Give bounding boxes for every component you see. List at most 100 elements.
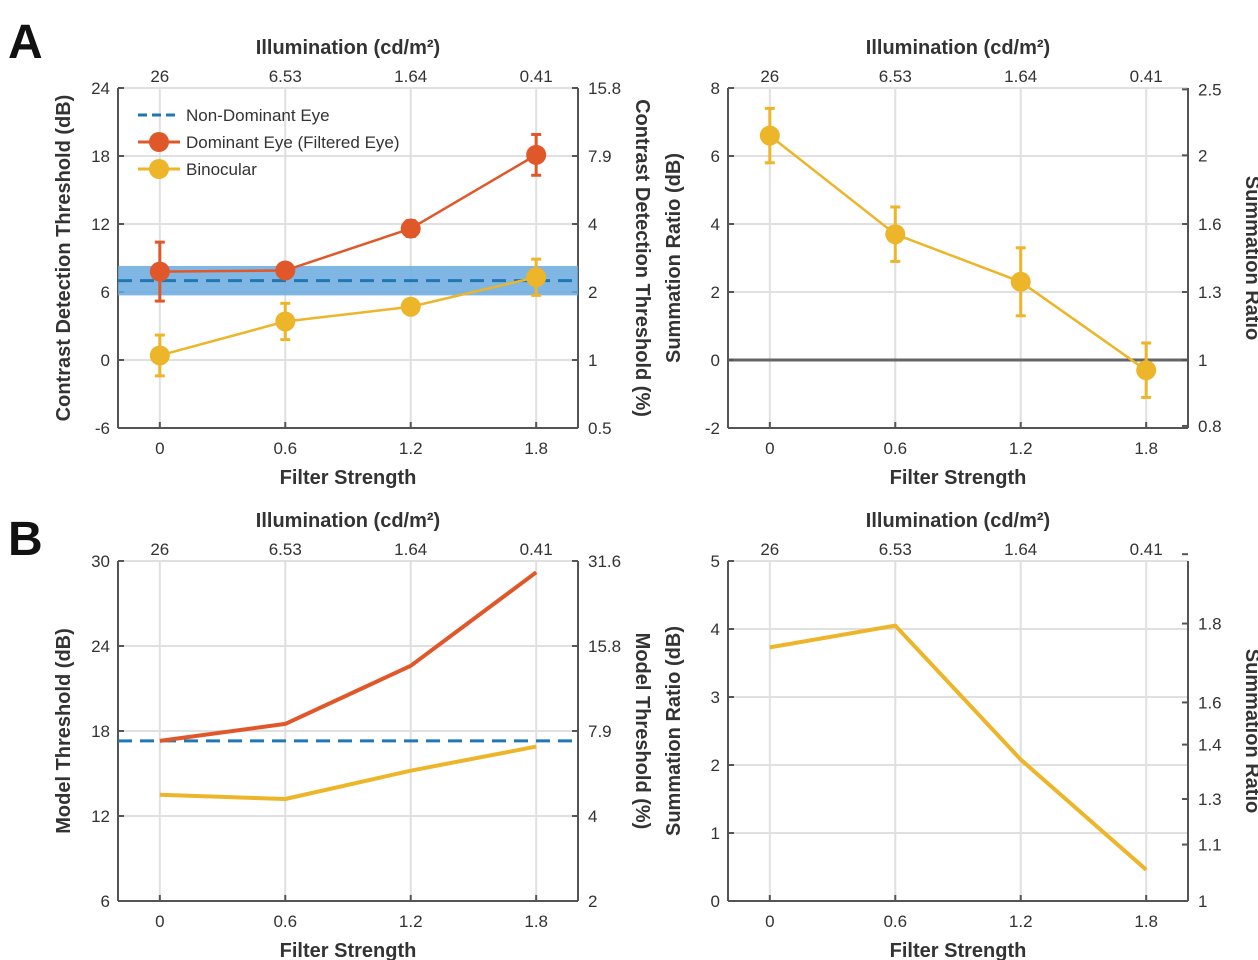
right-tick-label: 1.6 bbox=[1198, 215, 1222, 234]
data-point-1 bbox=[275, 260, 296, 281]
bottom-tick-label: 0 bbox=[765, 439, 774, 458]
bottom-tick-label: 0 bbox=[155, 912, 164, 931]
bottom-tick-label: 1.8 bbox=[1134, 912, 1158, 931]
bottom-tick-label: 0 bbox=[765, 912, 774, 931]
right-tick-label: 4 bbox=[588, 215, 597, 234]
right-tick-label: 1 bbox=[1198, 892, 1207, 911]
left-tick-label: 6 bbox=[101, 892, 110, 911]
left-tick-label: 3 bbox=[711, 688, 720, 707]
right-tick-label: 0.8 bbox=[1198, 417, 1222, 436]
right-axis-label: Contrast Detection Threshold (%) bbox=[631, 99, 653, 417]
right-tick-label: 2.5 bbox=[1198, 80, 1222, 99]
left-tick-label: 18 bbox=[91, 722, 110, 741]
left-tick-label: 12 bbox=[91, 807, 110, 826]
x-axis-label: Filter Strength bbox=[280, 467, 417, 489]
right-tick-label: 1.8 bbox=[1198, 615, 1222, 634]
top-tick-label: 6.53 bbox=[269, 67, 302, 86]
panel-letter-b: B bbox=[8, 513, 43, 566]
data-point-3 bbox=[526, 267, 547, 288]
series-line bbox=[159, 744, 537, 801]
top-tick-label: 1.64 bbox=[1004, 540, 1037, 559]
top-tick-label: 26 bbox=[150, 540, 169, 559]
data-point-2 bbox=[1010, 271, 1031, 292]
chart-B-right: 0 1 2 3 4 5 1 1.1 1.3 1.4 1.6 1.8 0 26 0.6 6.53 1.2 1.64 1… bbox=[663, 510, 1258, 960]
top-axis-label: Illumination (cd/m²) bbox=[256, 37, 440, 59]
legend-marker-dominant bbox=[149, 132, 169, 152]
legend-entry: Non-Dominant Eye bbox=[186, 106, 330, 125]
left-tick-label: -2 bbox=[705, 419, 720, 438]
left-tick-label: 1 bbox=[711, 824, 720, 843]
left-tick-label: 4 bbox=[711, 215, 720, 234]
left-tick-label: 24 bbox=[91, 79, 110, 98]
series-binocular bbox=[769, 623, 1148, 872]
top-tick-label: 1.64 bbox=[394, 67, 427, 86]
y-axis-label: Summation Ratio (dB) bbox=[663, 626, 685, 836]
top-tick-label: 6.53 bbox=[879, 67, 912, 86]
legend-entry: Binocular bbox=[186, 160, 257, 179]
chart-A-left: -6061218240.51247.915.80260.66.531.21.64… bbox=[53, 37, 653, 489]
left-tick-label: 8 bbox=[711, 79, 720, 98]
bottom-tick-label: 1.2 bbox=[1009, 439, 1033, 458]
y-axis-label: Summation Ratio (dB) bbox=[663, 153, 685, 363]
series-binocular bbox=[759, 106, 1157, 399]
bottom-tick-label: 0.6 bbox=[883, 439, 907, 458]
right-tick-label: 1.1 bbox=[1198, 836, 1222, 855]
left-tick-label: -6 bbox=[95, 419, 110, 438]
top-tick-label: 1.64 bbox=[394, 540, 427, 559]
left-tick-label: 0 bbox=[101, 351, 110, 370]
bottom-tick-label: 1.2 bbox=[1009, 912, 1033, 931]
top-tick-label: 6.53 bbox=[269, 540, 302, 559]
left-tick-label: 5 bbox=[711, 552, 720, 571]
top-tick-label: 0.41 bbox=[1130, 540, 1163, 559]
right-tick-label: 1 bbox=[588, 351, 597, 370]
data-point-1 bbox=[885, 224, 906, 245]
x-axis-label: Filter Strength bbox=[280, 940, 417, 960]
bottom-tick-label: 1.2 bbox=[399, 912, 423, 931]
right-tick-label: 2 bbox=[1198, 146, 1207, 165]
left-tick-label: 6 bbox=[101, 283, 110, 302]
data-point-0 bbox=[149, 261, 170, 282]
right-tick-label: 15.8 bbox=[588, 79, 621, 98]
bottom-tick-label: 0.6 bbox=[883, 912, 907, 931]
y-axis-label: Contrast Detection Threshold (dB) bbox=[53, 95, 75, 422]
left-tick-label: 0 bbox=[711, 351, 720, 370]
right-tick-label: 7.9 bbox=[588, 147, 612, 166]
data-point-3 bbox=[1136, 360, 1157, 381]
series-dominant bbox=[159, 570, 538, 743]
charts: -6061218240.51247.915.80260.66.531.21.64… bbox=[53, 37, 1258, 960]
right-tick-label: 1.4 bbox=[1198, 736, 1222, 755]
data-point-1 bbox=[275, 311, 296, 332]
right-tick-label: 1.6 bbox=[1198, 693, 1222, 712]
series-line bbox=[769, 623, 1148, 872]
left-tick-label: 0 bbox=[711, 892, 720, 911]
legend: Non-Dominant Eye Dominant Eye (Filtered E… bbox=[138, 106, 400, 179]
right-tick-label: 15.8 bbox=[588, 637, 621, 656]
series-binocular bbox=[149, 257, 547, 378]
right-tick-label: 4 bbox=[588, 807, 597, 826]
left-tick-label: 12 bbox=[91, 215, 110, 234]
top-tick-label: 26 bbox=[760, 67, 779, 86]
top-tick-label: 26 bbox=[760, 540, 779, 559]
left-tick-label: 2 bbox=[711, 756, 720, 775]
y-axis-label: Model Threshold (dB) bbox=[53, 628, 75, 834]
right-tick-label: 1 bbox=[1198, 351, 1207, 370]
data-point-0 bbox=[759, 125, 780, 146]
right-tick-label: 2 bbox=[588, 283, 597, 302]
legend-marker-binocular bbox=[149, 159, 169, 179]
legend-entry: Dominant Eye (Filtered Eye) bbox=[186, 133, 400, 152]
left-tick-label: 2 bbox=[711, 283, 720, 302]
top-axis-label: Illumination (cd/m²) bbox=[256, 510, 440, 532]
right-tick-label: 0.5 bbox=[588, 419, 612, 438]
right-tick-label: 2 bbox=[588, 892, 597, 911]
series-binocular bbox=[159, 744, 537, 801]
data-point-0 bbox=[149, 345, 170, 366]
data-point-2 bbox=[400, 296, 421, 317]
chart-B-left: 612182430247.915.831.60260.66.531.21.641… bbox=[53, 510, 653, 960]
right-axis-label: Summation Ratio bbox=[1241, 176, 1258, 340]
right-tick-label: 7.9 bbox=[588, 722, 612, 741]
data-point-2 bbox=[400, 218, 421, 239]
x-axis-label: Filter Strength bbox=[890, 940, 1027, 960]
chart-A-right: -2 0 2 4 6 8 0.8 1 1.3 1.6 2 2.5 0 26 0.6 6.53 1.2 1.64 1.… bbox=[663, 37, 1258, 489]
bottom-tick-label: 1.8 bbox=[524, 912, 548, 931]
left-tick-label: 18 bbox=[91, 147, 110, 166]
